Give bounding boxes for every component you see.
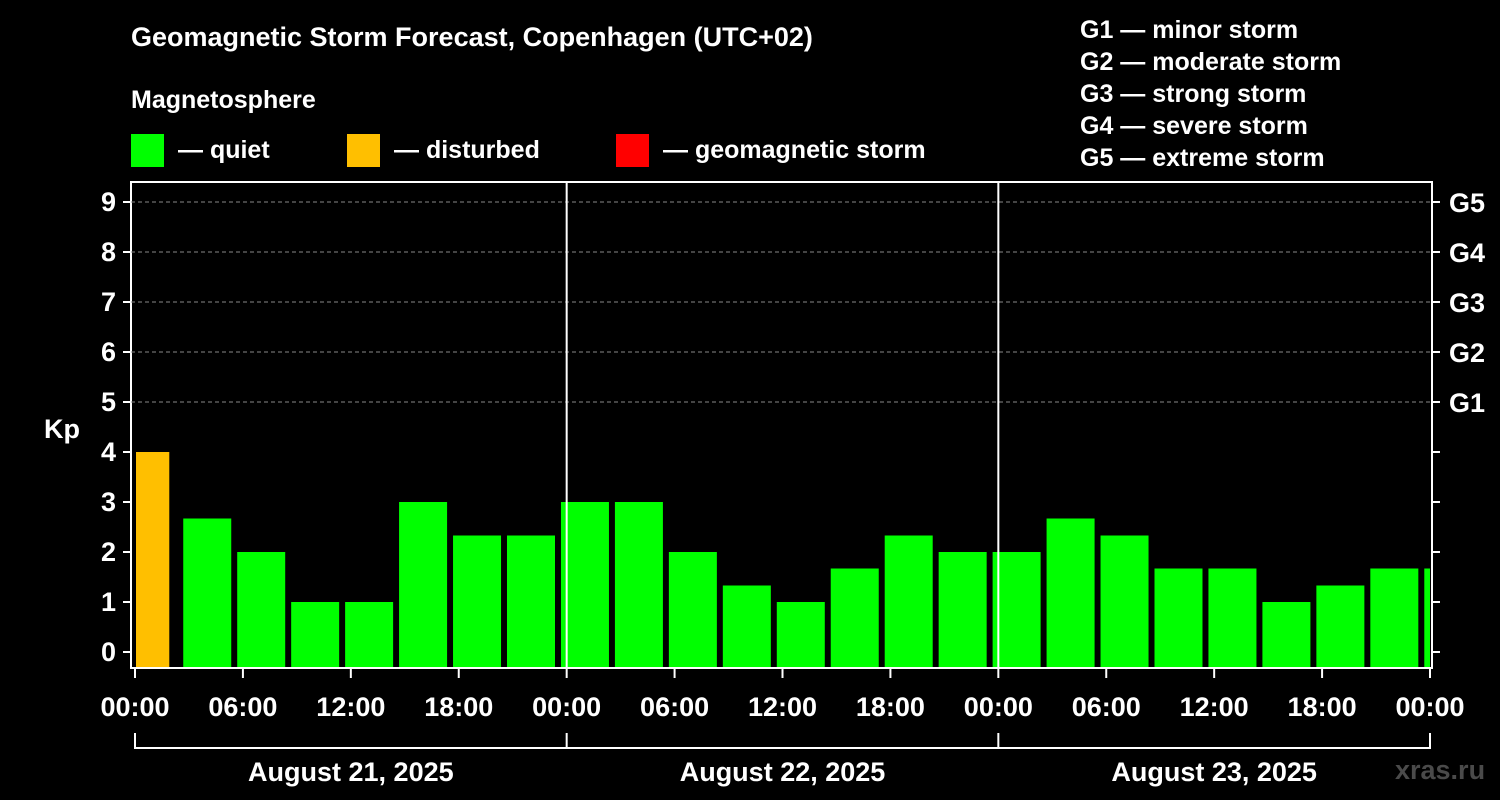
legend-item-storm: — geomagnetic storm — [616, 134, 926, 167]
watermark: xras.ru — [1395, 755, 1486, 785]
x-tick-label: 06:00 — [640, 692, 709, 722]
kp-bar — [614, 502, 663, 667]
date-label: August 22, 2025 — [680, 757, 886, 787]
legend-label-quiet: — quiet — [178, 136, 270, 164]
y-tick-label: 6 — [101, 337, 116, 367]
kp-bar — [453, 535, 502, 667]
g-level-label: G3 — [1449, 288, 1485, 318]
g-scale-g5: G5 — extreme storm — [1080, 144, 1325, 172]
y-tick-label: 0 — [101, 637, 116, 667]
kp-bar — [560, 502, 609, 667]
g-level-label: G4 — [1449, 238, 1485, 268]
kp-bar — [1316, 585, 1365, 667]
x-tick-label: 00:00 — [532, 692, 601, 722]
kp-bar — [1424, 568, 1430, 667]
x-tick-label: 18:00 — [1288, 692, 1357, 722]
kp-bar — [1046, 518, 1095, 667]
y-tick-label: 3 — [101, 487, 116, 517]
y-tick-label: 8 — [101, 237, 116, 267]
legend-item-disturbed: — disturbed — [347, 134, 540, 167]
kp-bar — [183, 518, 232, 667]
g-level-label: G2 — [1449, 338, 1485, 368]
g-scale-g3: G3 — strong storm — [1080, 80, 1307, 108]
y-tick-label: 9 — [101, 187, 116, 217]
chart-title: Geomagnetic Storm Forecast, Copenhagen (… — [131, 22, 813, 52]
x-tick-label: 12:00 — [316, 692, 385, 722]
x-tick-label: 18:00 — [856, 692, 925, 722]
g-scale-g1: G1 — minor storm — [1080, 16, 1299, 44]
x-tick-label: 00:00 — [1395, 692, 1464, 722]
date-label: August 21, 2025 — [248, 757, 454, 787]
kp-bar — [938, 552, 987, 667]
g-level-label: G1 — [1449, 388, 1485, 418]
x-tick-label: 06:00 — [1072, 692, 1141, 722]
kp-bar — [776, 602, 825, 667]
kp-bar — [237, 552, 286, 667]
kp-bar — [506, 535, 555, 667]
y-tick-label: 2 — [101, 537, 116, 567]
kp-bar — [830, 568, 879, 667]
legend-subtitle: Magnetosphere — [131, 86, 316, 114]
legend-item-quiet: — quiet — [131, 134, 270, 167]
x-tick-label: 18:00 — [424, 692, 493, 722]
x-tick-label: 00:00 — [964, 692, 1033, 722]
kp-bar — [1100, 535, 1149, 667]
g-scale-legend: G1 — minor storm G2 — moderate storm G3 … — [1080, 14, 1341, 174]
x-tick-label: 12:00 — [748, 692, 817, 722]
y-tick-label: 1 — [101, 587, 116, 617]
kp-bar — [136, 452, 170, 667]
g-scale-g4: G4 — severe storm — [1080, 112, 1308, 140]
g-level-label: G5 — [1449, 188, 1485, 218]
kp-bar — [399, 502, 448, 667]
date-label: August 23, 2025 — [1111, 757, 1317, 787]
kp-bar — [345, 602, 394, 667]
storm-swatch — [616, 134, 649, 167]
x-tick-label: 12:00 — [1180, 692, 1249, 722]
kp-bar — [884, 535, 933, 667]
kp-bar — [1208, 568, 1257, 667]
x-tick-label: 00:00 — [100, 692, 169, 722]
kp-bar — [722, 585, 771, 667]
quiet-swatch — [131, 134, 164, 167]
kp-bar — [992, 552, 1041, 667]
y-tick-label: 4 — [101, 437, 116, 467]
kp-bar — [668, 552, 717, 667]
x-tick-label: 06:00 — [208, 692, 277, 722]
y-tick-label: 5 — [101, 387, 116, 417]
kp-bar — [1370, 568, 1419, 667]
y-axis-label: Kp — [44, 414, 80, 444]
kp-bar — [1262, 602, 1311, 667]
disturbed-swatch — [347, 134, 380, 167]
g-scale-g2: G2 — moderate storm — [1080, 48, 1342, 76]
legend-label-storm: — geomagnetic storm — [663, 136, 926, 164]
y-tick-label: 7 — [101, 287, 116, 317]
kp-bar — [291, 602, 340, 667]
legend-label-disturbed: — disturbed — [394, 136, 540, 164]
kp-bar — [1154, 568, 1203, 667]
